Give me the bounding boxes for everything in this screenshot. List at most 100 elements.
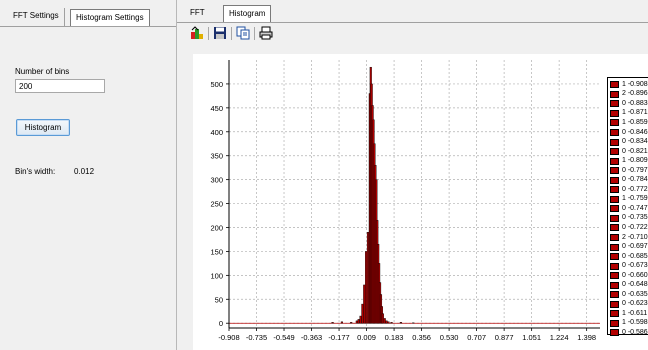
y-tick-label: 100 xyxy=(210,271,223,280)
legend-entry: 1 -0.809 xyxy=(610,156,648,166)
panel-splitter[interactable] xyxy=(176,0,177,350)
bins-input[interactable] xyxy=(15,79,105,93)
settings-panel: FFT Settings Histogram Settings Number o… xyxy=(0,0,176,350)
x-tick-label: 1.398 xyxy=(577,333,596,342)
toolbar-separator xyxy=(231,27,232,40)
legend-label: 0 -0.685 xyxy=(622,252,648,260)
legend-entry: 1 -0.611 xyxy=(610,309,648,319)
legend-entry: 0 -0.834 xyxy=(610,137,648,147)
legend-label: 0 -0.623 xyxy=(622,300,648,308)
x-tick-label: -0.735 xyxy=(246,333,267,342)
legend-entry: 1 -0.859 xyxy=(610,118,648,128)
y-tick-label: 300 xyxy=(210,176,223,185)
bins-label: Number of bins xyxy=(15,67,70,76)
y-tick-label: 500 xyxy=(210,80,223,89)
y-tick-label: 250 xyxy=(210,200,223,209)
x-tick-label: 0.530 xyxy=(440,333,459,342)
tab-strip-border xyxy=(0,26,176,27)
x-tick-label: -0.363 xyxy=(301,333,322,342)
histogram-bar xyxy=(383,318,386,324)
legend-entry: 0 -0.883 xyxy=(610,99,648,109)
legend-label: 0 -0.797 xyxy=(622,166,648,174)
histogram-bar xyxy=(331,322,334,324)
legend-swatch xyxy=(610,262,619,270)
histogram-bar xyxy=(399,322,402,324)
legend-swatch xyxy=(610,109,619,117)
histogram-bar xyxy=(365,251,368,324)
y-tick-label: 50 xyxy=(215,295,223,304)
legend-label: 0 -0.697 xyxy=(622,243,648,251)
y-tick-label: 150 xyxy=(210,247,223,256)
x-tick-label: 0.356 xyxy=(412,333,431,342)
histogram-bar xyxy=(357,319,360,324)
histogram-bar xyxy=(390,322,393,324)
legend-swatch xyxy=(610,90,619,98)
legend-entry: 0 -0.784 xyxy=(610,175,648,185)
print-icon[interactable] xyxy=(259,26,273,40)
legend-entry: 1 -0.871 xyxy=(610,109,648,119)
x-tick-label: 0.183 xyxy=(385,333,404,342)
chart-panel: FFT Histogram 0 50 100 150 200 250 300 350 400 45… xyxy=(177,0,648,350)
histogram-bar xyxy=(359,315,362,324)
legend-entry: 1 -0.908 xyxy=(610,80,648,90)
histogram-bar xyxy=(361,303,364,324)
legend-label: 1 -0.611 xyxy=(622,309,648,317)
legend-swatch xyxy=(610,129,619,136)
histogram-bar xyxy=(350,322,353,324)
legend-swatch xyxy=(610,224,619,232)
legend-swatch xyxy=(610,195,619,203)
x-tick-label: 0.707 xyxy=(467,333,486,342)
legend-entry: 0 -0.685 xyxy=(610,252,648,262)
legend-label: 0 -0.834 xyxy=(622,138,648,146)
legend-label: 2 -0.710 xyxy=(622,233,648,241)
legend-swatch xyxy=(610,272,619,280)
histogram-button[interactable]: Histogram xyxy=(16,119,70,136)
legend-swatch xyxy=(610,100,619,108)
tab-fft-settings[interactable]: FFT Settings xyxy=(8,8,65,26)
legend-swatch xyxy=(610,119,619,127)
y-tick-label: 350 xyxy=(210,152,223,161)
legend-label: 0 -0.821 xyxy=(622,147,648,155)
bin-width-label: Bin's width: xyxy=(15,167,56,176)
y-tick-label: 0 xyxy=(219,319,223,328)
toolbar-separator xyxy=(208,27,209,40)
legend-swatch xyxy=(610,291,619,299)
legend-entry: 0 -0.673 xyxy=(610,261,648,271)
save-icon[interactable] xyxy=(213,26,227,40)
histogram-bar xyxy=(340,321,343,324)
tab-histogram[interactable]: Histogram xyxy=(223,5,272,23)
legend-label: 1 -0.759 xyxy=(622,195,648,203)
legend-swatch xyxy=(610,300,619,308)
x-tick-label: 1.224 xyxy=(550,333,569,342)
legend-label: 0 -0.846 xyxy=(622,128,648,136)
tab-fft[interactable]: FFT xyxy=(190,8,205,17)
copy-icon[interactable] xyxy=(236,26,250,40)
histogram-bar xyxy=(385,320,388,324)
histogram-plot: 0 50 100 150 200 250 300 350 400 450 500 -0.908 -0.7… xyxy=(210,60,600,342)
x-tick-label: -0.908 xyxy=(218,333,239,342)
legend-label: 0 -0.673 xyxy=(622,262,648,270)
tab-histogram-settings[interactable]: Histogram Settings xyxy=(70,9,150,27)
histogram-bar xyxy=(363,284,366,324)
legend-swatch xyxy=(610,234,619,242)
legend-entry: 0 -0.821 xyxy=(610,147,648,157)
x-tick-label: -0.177 xyxy=(328,333,349,342)
legend-entry: 1 -0.759 xyxy=(610,195,648,205)
legend-entry: 0 -0.846 xyxy=(610,128,648,138)
legend-swatch xyxy=(610,253,619,261)
legend-entry: 0 -0.697 xyxy=(610,242,648,252)
colors-icon[interactable] xyxy=(190,26,204,40)
legend-label: 0 -0.735 xyxy=(622,214,648,222)
legend-entry: 0 -0.747 xyxy=(610,204,648,214)
legend-entry: 0 -0.797 xyxy=(610,166,648,176)
histogram-bar xyxy=(412,322,415,324)
legend-label: 1 -0.871 xyxy=(622,109,648,117)
legend-entry: 0 -0.772 xyxy=(610,185,648,195)
legend-swatch xyxy=(610,167,619,175)
legend-label: 0 -0.660 xyxy=(622,271,648,279)
bin-width-value: 0.012 xyxy=(74,167,95,176)
legend-swatch xyxy=(610,148,619,156)
legend-swatch xyxy=(610,81,619,89)
legend-swatch xyxy=(610,243,619,251)
legend-swatch xyxy=(610,157,619,165)
